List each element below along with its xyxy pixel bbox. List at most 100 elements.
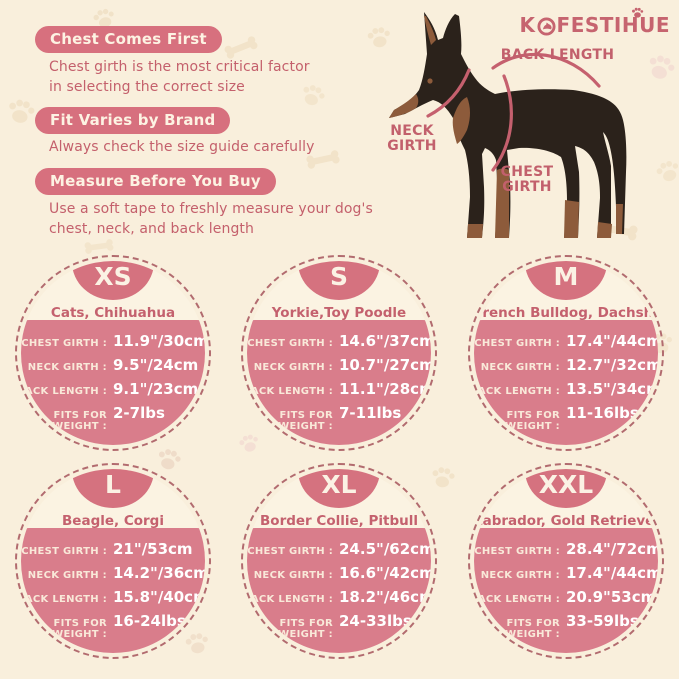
measurements-panel: CHEST GIRTH : 14.6"/37cm NECK GIRTH : 10.7… <box>247 320 431 445</box>
size-label: S <box>329 262 348 291</box>
size-badge: S <box>298 261 380 300</box>
breed-names: Labrador, Gold Retriever <box>474 513 658 529</box>
tip-title: Fit Varies by Brand <box>35 107 231 134</box>
back-length-row-label: BACK LENGTH : <box>474 386 560 397</box>
measurements-panel: CHEST GIRTH : 17.4"/44cm NECK GIRTH : 12.7… <box>474 320 658 445</box>
neck-girth-row-label: NECK GIRTH : <box>27 570 107 581</box>
tip-pill-fit-varies: Fit Varies by Brand <box>35 107 231 134</box>
weight-row-label: FITS FOR WEIGHT : <box>505 410 560 432</box>
size-badge: XL <box>298 469 380 508</box>
chest-girth-row-label: CHEST GIRTH : <box>247 546 333 557</box>
chest-girth-row-label: CHEST GIRTH : <box>474 546 560 557</box>
tip-body-chest-comes-first: Chest girth is the most critical factor … <box>49 57 310 97</box>
tip-body-line: Always check the size guide carefully <box>49 139 315 155</box>
back-length-label: BACK LENGTH <box>500 47 615 63</box>
measurements-panel: CHEST GIRTH : 21"/53cm NECK GIRTH : 14.2"/… <box>21 528 205 653</box>
tip-pill-measure-before-buy: Measure Before You Buy <box>35 168 276 195</box>
size-label: XS <box>94 262 132 291</box>
chest-girth-value: 14.6"/37cm <box>339 332 431 350</box>
neck-girth-row-label: NECK GIRTH : <box>480 362 560 373</box>
paw-decoration <box>651 154 679 187</box>
back-length-row-label: BACK LENGTH : <box>247 594 333 605</box>
chest-girth-row-label: CHEST GIRTH : <box>21 546 107 557</box>
weight-row-label: FITS FOR WEIGHT : <box>52 410 107 432</box>
weight-value: 24-33lbs <box>339 612 412 630</box>
weight-value: 2-7lbs <box>113 404 165 422</box>
size-circle-l: L Beagle, Corgi CHEST GIRTH : 21"/53cm NE… <box>15 463 211 659</box>
back-length-row-label: BACK LENGTH : <box>474 594 560 605</box>
neck-girth-line <box>426 68 471 118</box>
neck-girth-row-label: NECK GIRTH : <box>27 362 107 373</box>
chest-girth-row-label: CHEST GIRTH : <box>474 338 560 349</box>
neck-girth-value: 17.4"/44cm <box>566 564 658 582</box>
measurements-panel: CHEST GIRTH : 28.4"/72cm NECK GIRTH : 17.4… <box>474 528 658 653</box>
size-circle-xxl: XXL Labrador, Gold Retriever CHEST GIRTH… <box>468 463 664 659</box>
chest-girth-value: 17.4"/44cm <box>566 332 658 350</box>
tip-body-line: chest, neck, and back length <box>49 221 254 237</box>
paw-decoration <box>153 443 185 475</box>
breed-names: Border Collie, Pitbull <box>260 513 418 529</box>
weight-value: 7-11lbs <box>339 404 402 422</box>
size-badge: L <box>72 469 154 508</box>
chest-girth-row-label: CHEST GIRTH : <box>247 338 333 349</box>
chest-girth-value: 11.9"/30cm <box>113 332 205 350</box>
logo-text-pre: K <box>519 13 536 37</box>
breed-names: French Bulldog, Dachshund <box>474 305 658 321</box>
chest-girth-line <box>491 74 513 172</box>
size-circle-m: M French Bulldog, Dachshund CHEST GIRTH … <box>468 255 664 451</box>
paw-decoration <box>3 93 39 129</box>
tip-body-measure-before-buy: Use a soft tape to freshly measure your … <box>49 199 373 239</box>
chest-girth-value: 28.4"/72cm <box>566 540 658 558</box>
tip-body-line: in selecting the correct size <box>49 79 245 95</box>
neck-girth-row-label: NECK GIRTH : <box>253 570 333 581</box>
paw-decoration <box>428 462 457 491</box>
size-circle-xl: XL Border Collie, Pitbull CHEST GIRTH : 2… <box>241 463 437 659</box>
size-label: XL <box>321 470 357 499</box>
chest-girth-label: CHEST GIRTH <box>500 164 554 195</box>
weight-value: 16-24lbs <box>113 612 186 630</box>
tip-body-line: Chest girth is the most critical factor <box>49 59 310 75</box>
size-badge: XS <box>72 261 154 300</box>
weight-row-label: FITS FOR WEIGHT : <box>505 618 560 640</box>
size-badge: XXL <box>525 469 607 508</box>
size-label: L <box>105 470 121 499</box>
brand-logo: K FESTIHUE <box>520 13 670 37</box>
neck-girth-value: 9.5"/24cm <box>113 356 199 374</box>
weight-row-label: FITS FOR WEIGHT : <box>52 618 107 640</box>
logo-text-post: FESTIHUE <box>556 13 670 37</box>
size-circle-s: S Yorkie,Toy Poodle CHEST GIRTH : 14.6"/3… <box>241 255 437 451</box>
back-length-value: 9.1"/23cm <box>113 380 199 398</box>
neck-girth-row-label: NECK GIRTH : <box>253 362 333 373</box>
tip-body-fit-varies: Always check the size guide carefully <box>49 137 315 157</box>
back-length-value: 13.5"/34cm <box>566 380 658 398</box>
weight-row-label: FITS FOR WEIGHT : <box>278 618 333 640</box>
measurement-lines <box>426 52 601 172</box>
back-length-row-label: BACK LENGTH : <box>247 386 333 397</box>
size-label: XXL <box>538 470 594 499</box>
measurements-panel: CHEST GIRTH : 11.9"/30cm NECK GIRTH : 9.5"… <box>21 320 205 445</box>
tip-pill-chest-comes-first: Chest Comes First <box>35 26 222 53</box>
chest-girth-value: 21"/53cm <box>113 540 193 558</box>
weight-value: 11-16lbs <box>566 404 639 422</box>
neck-girth-value: 14.2"/36cm <box>113 564 205 582</box>
chest-girth-value: 24.5"/62cm <box>339 540 431 558</box>
back-length-row-label: BACK LENGTH : <box>21 386 107 397</box>
weight-row-label: FITS FOR WEIGHT : <box>278 410 333 432</box>
back-length-value: 18.2"/46cm <box>339 588 431 606</box>
breed-names: Beagle, Corgi <box>62 513 164 529</box>
dog-measurement-diagram <box>383 2 633 245</box>
breed-names: Cats, Chihuahua <box>50 305 176 321</box>
tip-title: Measure Before You Buy <box>35 168 276 195</box>
neck-girth-value: 16.6"/42cm <box>339 564 431 582</box>
size-circle-xs: XS Cats, Chihuahua CHEST GIRTH : 11.9"/30… <box>15 255 211 451</box>
breed-names: Yorkie,Toy Poodle <box>271 305 407 321</box>
tip-body-line: Use a soft tape to freshly measure your … <box>49 201 373 217</box>
back-length-row-label: BACK LENGTH : <box>21 594 107 605</box>
neck-girth-value: 12.7"/32cm <box>566 356 658 374</box>
chest-girth-row-label: CHEST GIRTH : <box>21 338 107 349</box>
bone-decoration <box>83 238 115 255</box>
neck-girth-row-label: NECK GIRTH : <box>480 570 560 581</box>
back-length-value: 11.1"/28cm <box>339 380 431 398</box>
weight-value: 33-59lbs <box>566 612 639 630</box>
